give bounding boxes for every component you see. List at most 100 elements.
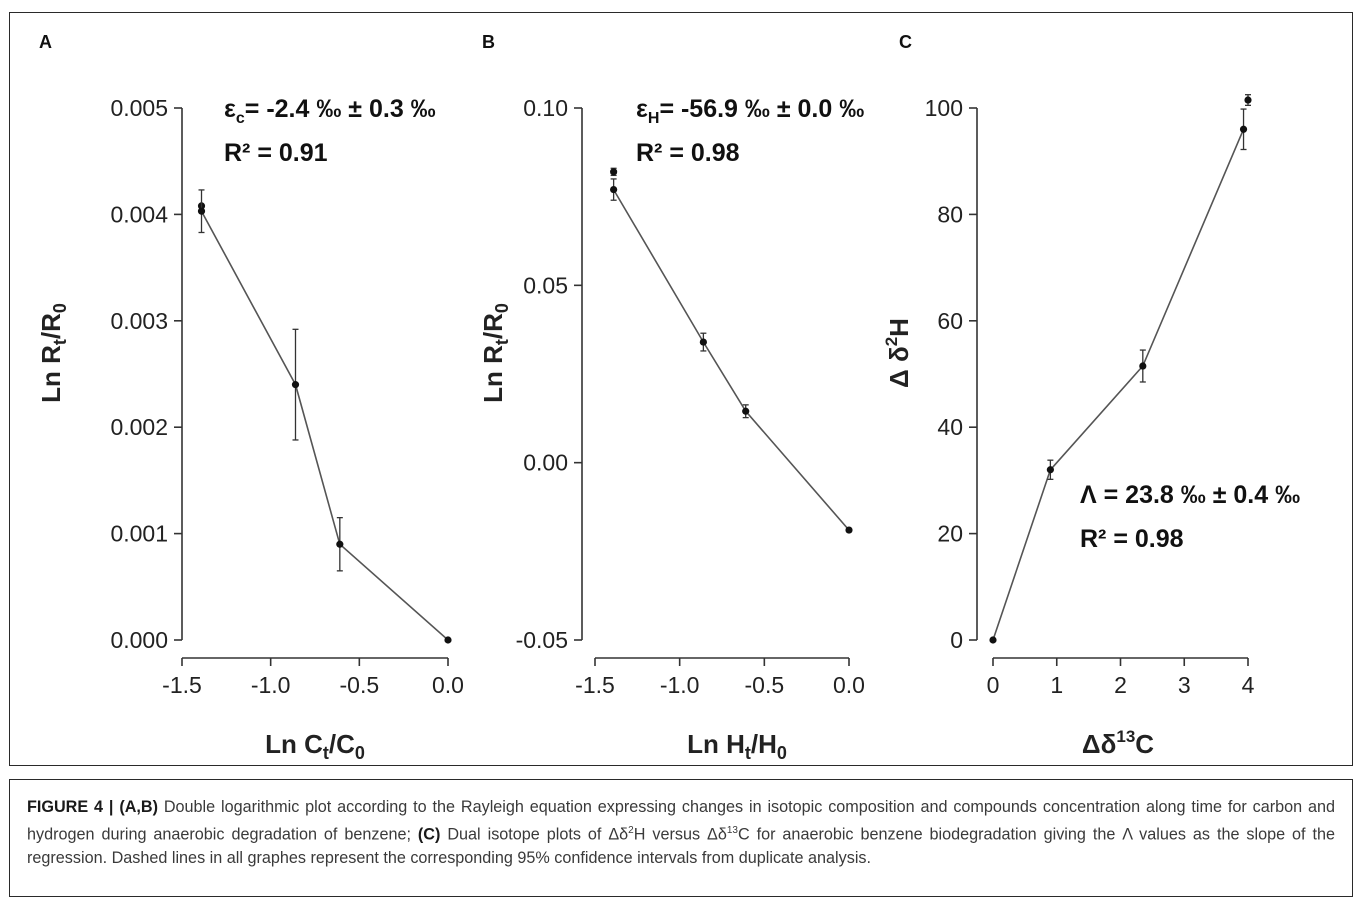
regression-line	[200, 210, 449, 641]
regression-line	[612, 189, 850, 531]
y-tick-label: 0.10	[523, 95, 568, 121]
x-title-sub: t	[323, 743, 329, 763]
data-point	[291, 381, 300, 389]
x-title-main: Ln C	[265, 729, 323, 759]
annotation-subscript: c	[236, 110, 245, 127]
y-title-sup: 2	[882, 337, 901, 346]
y-tick-label: 0.003	[110, 308, 168, 334]
data-point	[444, 636, 452, 644]
y-axis-title: Ln Rt/R0	[36, 303, 70, 403]
data-point	[742, 407, 750, 415]
x-tick-label: 0	[987, 672, 1000, 698]
y-tick-label: 0.002	[110, 414, 168, 440]
y-tick-label: 0.00	[523, 450, 568, 476]
x-tick-label: -1.0	[251, 672, 291, 698]
y-tick-label: 0.001	[110, 521, 168, 547]
y-title-main: Ln R	[36, 345, 66, 403]
regression-line	[992, 128, 1245, 641]
x-tick-label: -1.0	[660, 672, 700, 698]
data-point	[610, 185, 618, 194]
x-title-main: Δδ	[1082, 729, 1116, 759]
x-tick-label: -1.5	[575, 672, 615, 698]
caption-text-2b: H versus Δδ	[633, 825, 727, 844]
x-tick-label: 1	[1050, 672, 1063, 698]
y-tick-label: 0	[950, 627, 963, 653]
x-title-main: Ln H	[687, 729, 745, 759]
x-axis-title: Ln Ct/C0	[265, 729, 365, 763]
x-title-sub: t	[745, 743, 751, 763]
annotation-line-2: R² = 0.98	[636, 139, 740, 167]
x-title-sub2: 0	[777, 743, 787, 763]
annotation-line-2: R² = 0.91	[224, 139, 328, 167]
data-point	[610, 168, 618, 176]
figure-frame: A 0.000 0.001 0.002 0.003 0.004 0.005 -1.5 -1.0-…	[9, 12, 1353, 766]
x-tick-label: 0.0	[833, 672, 865, 698]
y-tick-label: 0.000	[110, 627, 168, 653]
x-title-mid: /C	[329, 729, 355, 759]
data-point	[1239, 125, 1248, 133]
caption-text-2a: Dual isotope plots of Δδ	[440, 825, 629, 844]
panel-B: B -0.05 0.00 0.05 0.10 -1.5 -1.0 -0.5 0.0 εH= -56…	[478, 32, 865, 763]
panel-letter-A: A	[39, 32, 52, 52]
x-title-rest: C	[1135, 729, 1154, 759]
annotation-line-1: εc= -2.4 ‰ ± 0.3 ‰	[224, 95, 436, 127]
panel-letter-B: B	[482, 32, 495, 52]
y-title-sub2: 0	[492, 303, 512, 313]
y-title-main: Δ δ	[884, 346, 914, 388]
caption-sup-2: 13	[726, 825, 738, 836]
caption-ab-label: (A,B)	[119, 798, 158, 816]
x-tick-label: -0.5	[745, 672, 785, 698]
y-tick-label: 0.05	[523, 272, 568, 298]
annotation-line-2: R² = 0.98	[1080, 525, 1184, 553]
y-tick-label: 100	[925, 95, 963, 121]
data-point	[845, 526, 853, 534]
x-tick-label: 3	[1178, 672, 1191, 698]
data-point	[197, 207, 206, 215]
y-title-sub: t	[50, 339, 70, 345]
data-point	[1046, 466, 1054, 474]
x-tick-label: -1.5	[162, 672, 202, 698]
x-tick-label: 0.0	[432, 672, 464, 698]
data-point	[989, 636, 997, 644]
x-title-mid: /H	[751, 729, 777, 759]
y-tick-label: 60	[937, 308, 963, 334]
data-point	[336, 540, 344, 548]
x-axis-title: Δδ13C	[1082, 727, 1154, 759]
y-title-sub: t	[492, 339, 512, 345]
y-axis-title: Ln Rt/R0	[478, 303, 512, 403]
x-tick-label: 2	[1114, 672, 1127, 698]
annotation-subscript: H	[648, 110, 660, 127]
y-title-mid: /R	[478, 313, 508, 339]
caption-figure-label: FIGURE 4 |	[27, 798, 114, 816]
data-point	[1139, 362, 1147, 370]
caption-c-label: (C)	[417, 825, 441, 844]
panel-C: C 0 20 40 60 80 100 0 1 2 3 4 Λ = 23.8 ‰ ± 0.4 ‰ R² =…	[882, 32, 1300, 759]
x-tick-label: -0.5	[340, 672, 380, 698]
y-tick-label: 20	[937, 521, 963, 547]
y-tick-label: 0.005	[110, 95, 168, 121]
y-axis-title: Δ δ2H	[882, 318, 914, 388]
y-title-main: Ln R	[478, 345, 508, 403]
y-title-rest: H	[884, 318, 914, 337]
y-tick-label: -0.05	[516, 627, 568, 653]
y-tick-label: 40	[937, 414, 963, 440]
data-point	[1244, 96, 1252, 104]
annotation-value: = -2.4 ‰ ± 0.3 ‰	[245, 95, 436, 123]
figure-caption: FIGURE 4 | (A,B) Double logarithmic plot…	[9, 779, 1353, 897]
panel-letter-C: C	[899, 32, 912, 52]
annotation-line-1: εH= -56.9 ‰ ± 0.0 ‰	[636, 95, 864, 127]
annotation-value: = -56.9 ‰ ± 0.0 ‰	[659, 95, 864, 123]
x-tick-label: 4	[1242, 672, 1255, 698]
x-axis-title: Ln Ht/H0	[687, 729, 787, 763]
annotation-epsilon: ε	[636, 95, 648, 123]
caption-sup-1: 2	[628, 825, 634, 836]
y-tick-label: 0.004	[110, 201, 168, 227]
y-title-sub2: 0	[50, 303, 70, 313]
annotation-epsilon: ε	[224, 95, 236, 123]
x-title-sub2: 0	[355, 743, 365, 763]
data-point	[699, 338, 707, 346]
x-title-sup: 13	[1116, 727, 1135, 746]
caption-text-1: Double logarithmic plot according to the…	[27, 798, 1335, 844]
